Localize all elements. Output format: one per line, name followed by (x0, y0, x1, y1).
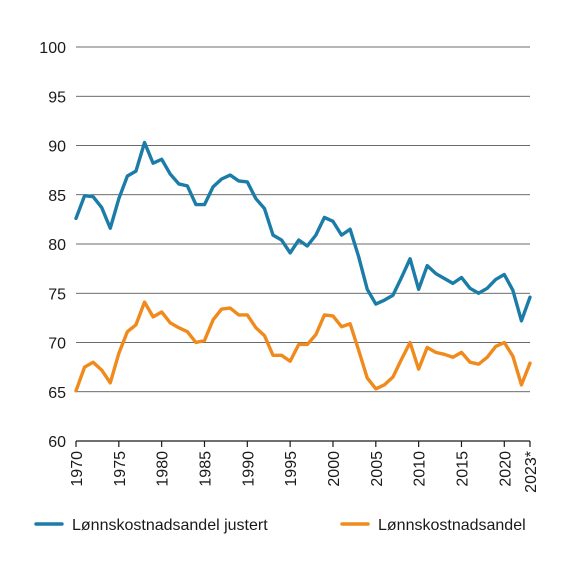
x-tick-label: 1985 (197, 451, 214, 487)
gridlines (75, 46, 531, 447)
y-tick-label: 80 (48, 237, 66, 254)
y-tick-label: 70 (48, 336, 66, 353)
y-tick-label: 90 (48, 139, 66, 156)
series-lines (74, 140, 532, 393)
y-tick-label: 85 (48, 188, 66, 205)
x-tick-label: 1970 (69, 451, 86, 487)
y-tick-label: 75 (48, 286, 66, 303)
y-tick-label: 100 (39, 40, 66, 57)
x-tick-label: 1990 (240, 451, 257, 487)
x-tick-label: 2023* (523, 451, 540, 493)
y-tick-label: 60 (48, 434, 66, 451)
legend-label: Lønnskostnadsandel justert (72, 517, 268, 534)
x-tick-label: 2015 (454, 451, 471, 487)
y-axis-tick-labels: 60 65 70 75 80 85 90 95 100 (39, 40, 66, 451)
x-tick-label: 2020 (497, 451, 514, 487)
legend-label: Lønnskostnadsandel (378, 517, 526, 534)
series-line-2 (74, 300, 532, 393)
legend: Lønnskostnadsandel justert Lønnskostnadsa… (34, 517, 526, 534)
series-line-1 (74, 140, 532, 323)
x-tick-label: 1975 (112, 451, 129, 487)
x-tick-label: 1980 (155, 451, 172, 487)
x-axis-tick-labels: 1970 1975 1980 1985 1990 1995 2000 2005 2010 2015… (69, 451, 540, 493)
x-tick-label: 2000 (326, 451, 343, 487)
y-tick-label: 65 (48, 385, 66, 402)
y-tick-label: 95 (48, 89, 66, 106)
x-tick-label: 2005 (369, 451, 386, 487)
x-tick-label: 2010 (412, 451, 429, 487)
x-tick-label: 1995 (283, 451, 300, 487)
